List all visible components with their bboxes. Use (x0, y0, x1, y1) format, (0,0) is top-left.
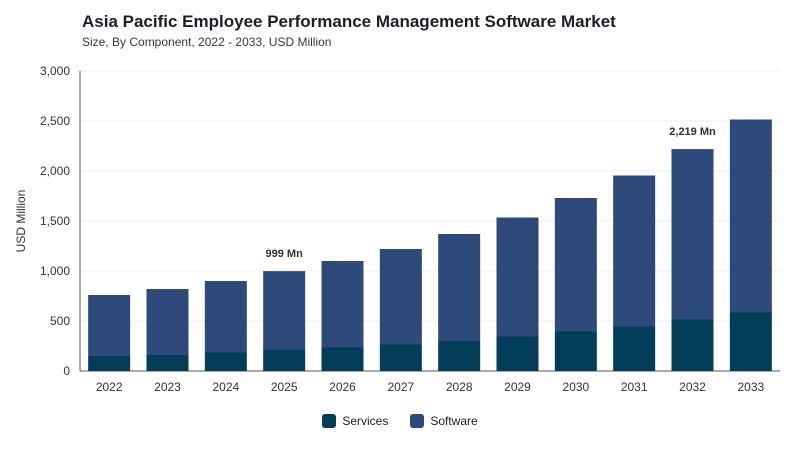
bar-software (321, 261, 364, 348)
bar-services (613, 326, 656, 371)
bar-services (496, 336, 539, 371)
legend-swatch-software (410, 414, 425, 428)
bar-services (729, 312, 772, 371)
y-axis-label: USD Million (14, 190, 28, 253)
legend-label-software: Software (430, 414, 478, 428)
x-tick-label: 2026 (329, 380, 356, 394)
x-tick-label: 2029 (504, 380, 531, 394)
y-tick-label: 1,000 (40, 264, 70, 278)
x-tick-label: 2024 (212, 380, 239, 394)
bar-services (263, 350, 306, 371)
legend-item-software[interactable]: Software (410, 414, 478, 428)
stacked-bar-chart: 0 500 1,000 1,500 2,000 2,500 3,000 USD Million… (14, 64, 780, 394)
bar-software (438, 234, 481, 341)
x-tick-label: 2032 (679, 380, 706, 394)
y-tick-label: 3,000 (40, 64, 70, 78)
bar-services (671, 319, 714, 371)
y-tick-label: 2,000 (40, 164, 70, 178)
y-tick-label: 2,500 (40, 114, 70, 128)
bar-services (379, 344, 422, 371)
legend-swatch-services (322, 414, 337, 428)
y-tick-label: 1,500 (40, 214, 70, 228)
bar-software (263, 271, 306, 350)
bar-software (554, 198, 597, 332)
x-tick-label: 2027 (387, 380, 414, 394)
bar-software (613, 175, 656, 327)
legend-item-services[interactable]: Services (322, 414, 388, 428)
bar-software (729, 119, 772, 313)
chart-title: Asia Pacific Employee Performance Manage… (82, 12, 616, 31)
bar-services (554, 331, 597, 371)
bar-services (438, 341, 481, 371)
bar-software (88, 295, 131, 356)
x-tick-label: 2022 (96, 380, 123, 394)
bar-software (146, 289, 189, 355)
bar-services (321, 347, 364, 371)
x-tick-label: 2030 (562, 380, 589, 394)
bar-software (379, 249, 422, 345)
data-label: 2,219 Mn (669, 126, 716, 138)
bar-services (146, 354, 189, 371)
y-tick-label: 500 (50, 314, 70, 328)
bar-software (671, 149, 714, 320)
x-tick-label: 2028 (446, 380, 473, 394)
bar-services (204, 352, 247, 371)
data-label: 999 Mn (266, 248, 304, 260)
x-tick-label: 2023 (154, 380, 181, 394)
legend: Services Software (0, 414, 800, 428)
chart-subtitle: Size, By Component, 2022 - 2033, USD Mil… (82, 35, 332, 49)
x-tick-label: 2025 (271, 380, 298, 394)
y-tick-label: 0 (63, 364, 70, 378)
x-tick-label: 2031 (621, 380, 648, 394)
bar-software (204, 281, 247, 353)
bar-services (88, 356, 131, 371)
bar-software (496, 217, 539, 337)
x-tick-label: 2033 (737, 380, 764, 394)
legend-label-services: Services (342, 414, 389, 428)
